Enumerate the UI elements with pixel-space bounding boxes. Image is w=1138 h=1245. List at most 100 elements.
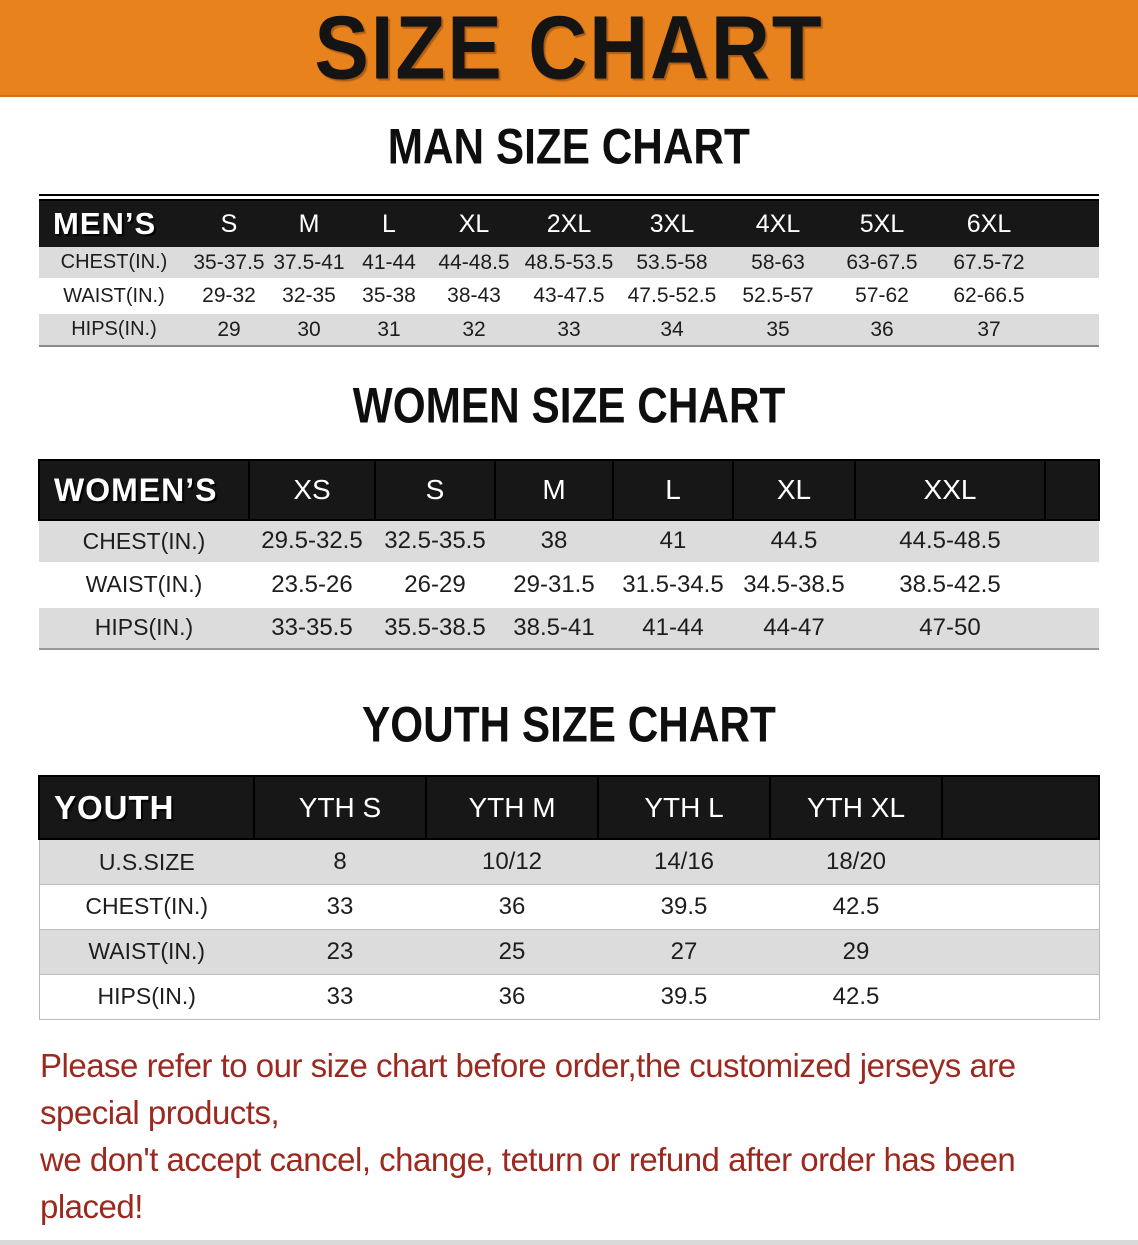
table-row: HIPS(IN.) 29 30 31 32 33 34 35 36 37 (39, 312, 1099, 346)
row-label: CHEST(IN.) (85, 893, 209, 920)
column-header: M (269, 194, 349, 247)
table-header-row: WOMEN’S XS S M L XL XXL (38, 459, 1100, 522)
row-label: WAIST(IN.) (63, 284, 165, 307)
table-cell: 37.5-41 (269, 246, 349, 280)
section-title-youth-text: YOUTH SIZE CHART (362, 696, 776, 753)
row-label: HIPS(IN.) (39, 606, 249, 650)
table-row: WAIST(IN.) 23 25 27 29 (39, 929, 1099, 975)
column-header: YTH XL (769, 775, 943, 841)
size-chart-banner: SIZE CHART (0, 0, 1138, 97)
table-cell: 42.5 (832, 982, 880, 1010)
table-cell: 44.5-48.5 (855, 520, 1045, 564)
table-cell: 31.5-34.5 (622, 570, 724, 598)
disclaimer-line-2: we don't accept cancel, change, teturn o… (40, 1140, 1016, 1225)
column-header: XS (248, 459, 376, 522)
table-cell: 39.5 (660, 892, 708, 920)
column-header: YTH S (253, 775, 427, 841)
table-cell: 57-62 (855, 284, 909, 308)
table-cell: 25 (426, 929, 598, 975)
table-cell: 18/20 (770, 839, 942, 885)
table-cell: 41 (613, 520, 733, 564)
column-header: L (612, 459, 734, 522)
column-header: 4XL (725, 194, 831, 247)
table-cell: 38-43 (447, 284, 501, 308)
table-cell: 29-31.5 (513, 570, 595, 598)
table-cell: 23 (254, 929, 426, 975)
table-cell: 48.5-53.5 (519, 246, 619, 280)
table-corner-label: YOUTH (38, 775, 255, 841)
column-header: 5XL (831, 194, 933, 247)
table-cell: 35-38 (362, 284, 416, 308)
table-cell: 42.5 (832, 892, 880, 920)
table-cell: 29 (770, 929, 942, 975)
table-cell: 62-66.5 (953, 284, 1025, 308)
table-cell: 38 (495, 520, 613, 564)
column-header: XL (732, 459, 856, 522)
table-cell: 14/16 (598, 839, 770, 885)
disclaimer-text: Please refer to our size chart before or… (40, 1042, 1102, 1230)
table-cell: 52.5-57 (742, 284, 814, 308)
table-row: CHEST(IN.) 35-37.5 37.5-41 41-44 44-48.5 48.5… (39, 246, 1099, 280)
table-cell: 31 (349, 312, 429, 346)
column-header: 2XL (519, 194, 619, 247)
table-cell: 29 (189, 312, 269, 346)
table-cell: 10/12 (426, 839, 598, 885)
row-label: WAIST(IN.) (39, 929, 254, 975)
table-cell: 47-50 (855, 606, 1045, 650)
table-cell: 23.5-26 (271, 570, 353, 598)
section-title-men: MAN SIZE CHART (0, 117, 1138, 175)
table-cell: 41-44 (613, 606, 733, 650)
table-cell: 29-32 (202, 284, 256, 308)
section-title-men-text: MAN SIZE CHART (387, 117, 751, 175)
column-header: L (349, 194, 429, 247)
women-size-table: WOMEN’S XS S M L XL XXL CHEST(IN.) 29.5-32.5 32.5… (38, 459, 1100, 650)
table-cell: 47.5-52.5 (627, 284, 717, 308)
table-header-row: MEN’S S M L XL 2XL 3XL 4XL 5XL 6XL (39, 194, 1099, 247)
page-title: SIZE CHART (314, 0, 824, 98)
table-row: HIPS(IN.) 33-35.5 35.5-38.5 38.5-41 41-44 44-… (39, 606, 1099, 650)
table-row: U.S.SIZE 8 10/12 14/16 18/20 (39, 839, 1099, 885)
table-header-row: YOUTH YTH S YTH M YTH L YTH XL (38, 775, 1100, 841)
table-row: CHEST(IN.) 29.5-32.5 32.5-35.5 38 41 44.5 44.5… (39, 520, 1099, 564)
row-label: WAIST(IN.) (85, 571, 203, 598)
table-cell: 67.5-72 (933, 246, 1045, 280)
table-cell: 41-44 (349, 246, 429, 280)
table-cell: 38.5-41 (495, 606, 613, 650)
men-size-table: MEN’S S M L XL 2XL 3XL 4XL 5XL 6XL CHEST(IN.) 35-37… (39, 194, 1099, 347)
filler-cell (941, 775, 1100, 841)
column-header: YTH M (425, 775, 599, 841)
table-corner-label: MEN’S (39, 194, 189, 247)
filler-cell (1045, 520, 1099, 564)
filler-cell (1045, 563, 1099, 606)
table-cell: 32.5-35.5 (375, 520, 495, 564)
table-cell: 58-63 (725, 246, 831, 280)
table-cell: 36 (831, 312, 933, 346)
table-cell: 38.5-42.5 (899, 570, 1001, 598)
table-cell: 34.5-38.5 (743, 570, 845, 598)
filler-cell (1045, 246, 1099, 280)
filler-cell (942, 884, 1099, 929)
filler-cell (942, 929, 1099, 975)
row-label: HIPS(IN.) (39, 312, 189, 346)
section-title-women-text: WOMEN SIZE CHART (352, 376, 786, 433)
section-title-youth: YOUTH SIZE CHART (0, 696, 1138, 753)
table-cell: 35.5-38.5 (375, 606, 495, 650)
table-cell: 8 (254, 839, 426, 885)
table-cell: 63-67.5 (831, 246, 933, 280)
section-title-women: WOMEN SIZE CHART (0, 376, 1138, 433)
table-cell: 32-35 (282, 284, 336, 308)
filler-cell (1045, 312, 1099, 346)
row-label: CHEST(IN.) (39, 246, 189, 280)
column-header: 6XL (933, 194, 1045, 247)
column-header: XXL (854, 459, 1046, 522)
table-cell: 36 (498, 982, 526, 1010)
table-cell: 33-35.5 (249, 606, 375, 650)
table-cell: 44-48.5 (429, 246, 519, 280)
filler-cell (1045, 280, 1099, 313)
table-cell: 26-29 (404, 570, 466, 598)
table-row: WAIST(IN.) 29-32 32-35 35-38 38-43 43-47.5 47.… (39, 280, 1099, 313)
table-cell: 44-47 (733, 606, 855, 650)
table-row: WAIST(IN.) 23.5-26 26-29 29-31.5 31.5-34.5 34… (39, 563, 1099, 607)
filler-cell (942, 974, 1099, 1019)
table-cell: 34 (619, 312, 725, 346)
